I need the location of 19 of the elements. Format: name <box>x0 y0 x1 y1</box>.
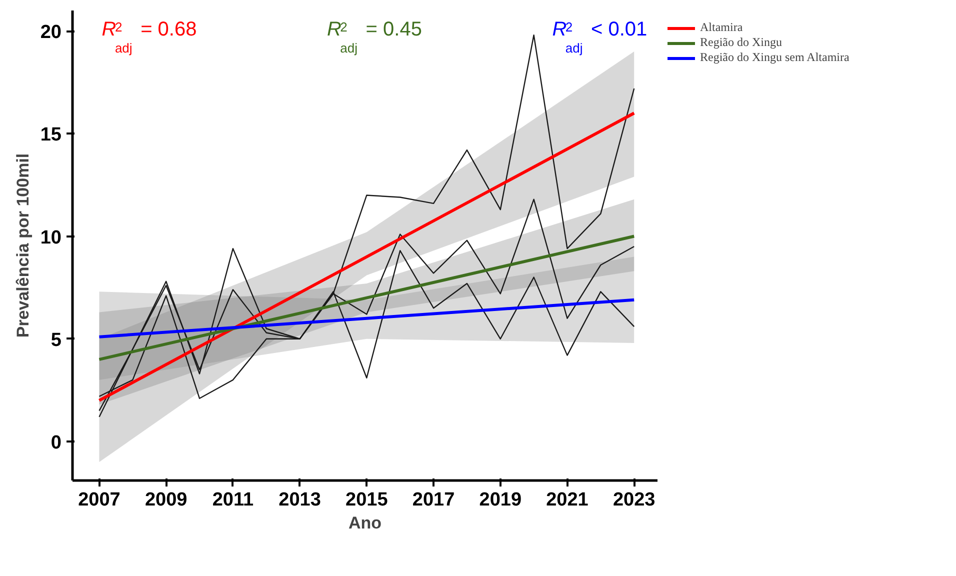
y-tick-label: 20 <box>40 22 62 44</box>
y-axis-title: Prevalência por 100mil <box>13 153 32 338</box>
x-tick-label: 2009 <box>144 490 188 510</box>
x-tick-label: 2019 <box>479 490 522 510</box>
y-tick-label: 5 <box>50 330 62 351</box>
x-tick-label: 2011 <box>212 490 254 510</box>
x-axis-title: Ano <box>348 514 382 532</box>
x-tick-label: 2021 <box>546 490 589 510</box>
x-tick-label: 2007 <box>78 490 120 510</box>
legend-label: Região do Xingu sem Altamira <box>700 50 850 65</box>
y-tick-label: 0 <box>50 432 62 454</box>
x-tick-label: 2023 <box>612 490 656 510</box>
x-tick-label: 2017 <box>412 490 455 510</box>
legend-label: Altamira <box>700 20 743 35</box>
y-tick-label: 10 <box>40 227 62 248</box>
x-tick-label: 2015 <box>346 490 388 510</box>
legend-label: Região do Xingu <box>700 35 782 50</box>
x-tick-label: 2013 <box>278 490 321 510</box>
y-tick-label: 15 <box>40 124 62 146</box>
